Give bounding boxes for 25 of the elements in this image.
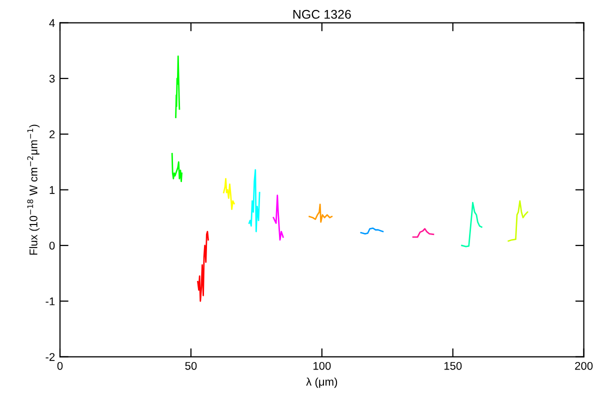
- line-series: [248, 169, 260, 232]
- line-series: [412, 228, 434, 238]
- x-tick-label: 200: [575, 362, 593, 370]
- chart-title: NGC 1326: [293, 10, 351, 19]
- y-tick-label: 2: [50, 130, 55, 138]
- y-tick-label: 3: [49, 74, 55, 83]
- line-series: [197, 230, 209, 302]
- y-tick-label: -2: [46, 353, 55, 361]
- x-axis-title: λ (μm): [306, 378, 338, 388]
- x-tick-label: 100: [313, 362, 331, 370]
- x-tick-label: 50: [185, 362, 197, 370]
- y-tick-label: -1: [46, 298, 55, 306]
- x-tick-label: 0: [57, 362, 63, 370]
- line-series: [508, 200, 528, 242]
- y-axis-title: Flux (10$^{−18}$ W cm$^{−2}$μm$^{−1}$): [27, 124, 40, 255]
- line-series: [308, 204, 333, 223]
- line-series: [222, 178, 235, 210]
- line-series: [171, 152, 182, 182]
- line-series: [272, 194, 284, 241]
- y-tick-label: 1: [50, 186, 55, 194]
- y-tick-label: 0: [49, 242, 55, 250]
- x-tick-label: 150: [444, 362, 462, 370]
- y-tick-label: 4: [49, 19, 55, 27]
- line-series: [175, 56, 180, 118]
- line-series: [461, 202, 482, 248]
